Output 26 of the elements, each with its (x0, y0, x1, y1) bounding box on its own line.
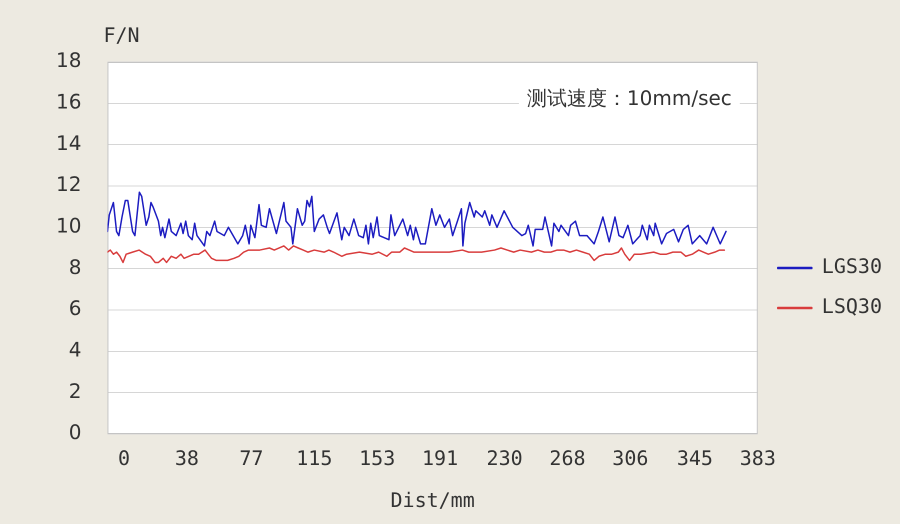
y-tick-label: 14 (56, 130, 82, 155)
y-tick-label: 18 (56, 48, 82, 72)
y-tick-label: 12 (56, 172, 82, 196)
x-tick-label: 268 (549, 446, 586, 470)
x-tick-label: 115 (296, 446, 332, 470)
y-tick-label: 2 (68, 378, 82, 403)
y-tick-label: 6 (68, 296, 82, 320)
legend-label: LGS30 (822, 254, 882, 278)
x-tick-label: 153 (359, 446, 396, 470)
x-tick-label: 38 (174, 446, 199, 470)
x-tick-label: 345 (676, 446, 713, 470)
x-axis-title: Dist/mm (390, 488, 475, 512)
y-tick-label: 10 (56, 214, 82, 238)
y-tick-label: 16 (56, 90, 82, 114)
x-tick-label: 0 (118, 446, 130, 470)
y-tick-label: 4 (68, 338, 82, 362)
y-tick-label: 8 (68, 254, 82, 279)
x-tick-label: 306 (612, 446, 648, 470)
x-tick-label: 230 (486, 446, 523, 470)
legend-label: LSQ30 (822, 294, 882, 318)
y-axis-title: F/N (103, 23, 140, 47)
x-tick-label: 77 (239, 446, 264, 470)
annotation: 测试速度：10mm/sec (526, 86, 732, 110)
x-tick-label: 383 (740, 446, 776, 470)
y-tick-label: 0 (68, 420, 82, 444)
x-tick-label: 191 (422, 446, 458, 470)
